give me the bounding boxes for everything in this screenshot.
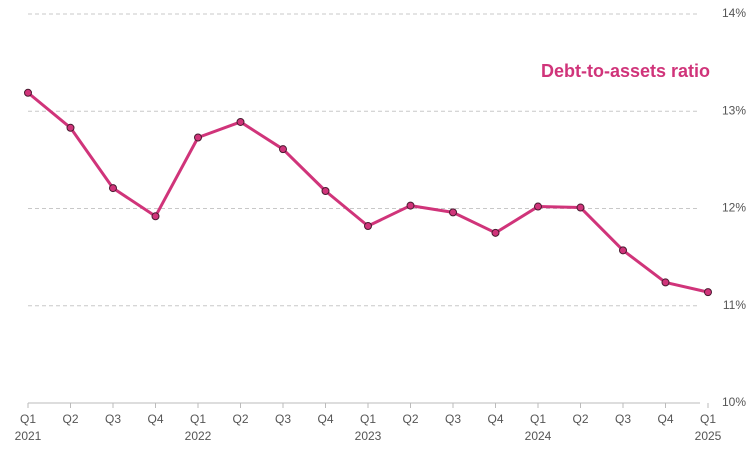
x-tick-label: Q4 [147, 412, 163, 426]
x-tick-label-line: Q2 [62, 412, 78, 426]
point [704, 288, 712, 297]
x-tick-label-line: Q3 [105, 412, 121, 426]
x-tick-label-line: Q3 [445, 412, 461, 426]
point [279, 145, 287, 154]
x-tick-label-line: Q4 [147, 412, 163, 426]
x-tick-label-line: Q1 [530, 412, 546, 426]
x-tick-label: Q4 [657, 412, 673, 426]
x-tick-label: Q1 2021 [15, 412, 42, 443]
x-tick-label: Q2 [62, 412, 78, 426]
x-tick-label-line: Q1 [190, 412, 206, 426]
point [661, 278, 670, 287]
point [406, 201, 415, 210]
x-tick-label: Q1 2023 [355, 412, 382, 443]
x-tick-label-line: Q2 [402, 412, 418, 426]
x-tick-label-line: Q3 [615, 412, 631, 426]
point [534, 202, 542, 211]
point [151, 212, 160, 221]
point [236, 117, 245, 126]
x-tick-label-line: 2023 [355, 429, 382, 443]
y-tick-label: 12% [722, 201, 746, 215]
x-tick-label-line: Q1 [360, 412, 376, 426]
x-tick-label-line: Q4 [487, 412, 503, 426]
x-tick-label-line: 2025 [695, 429, 722, 443]
y-tick-label: 10% [722, 395, 746, 409]
x-tick-label: Q2 [402, 412, 418, 426]
point [364, 222, 372, 231]
point [491, 228, 500, 237]
point [24, 88, 32, 97]
line [27, 91, 709, 294]
x-tick-label-line: 2021 [15, 429, 42, 443]
x-tick-label: Q3 [445, 412, 461, 426]
x-tick-label-line: Q3 [275, 412, 291, 426]
x-tick-label: Q3 [615, 412, 631, 426]
x-tick-label-line: Q1 [700, 412, 716, 426]
x-tick-label: Q1 2025 [695, 412, 722, 443]
x-tick-label-line: 2022 [185, 429, 212, 443]
point [321, 186, 330, 195]
x-tick-label: Q1 2024 [525, 412, 552, 443]
x-tick-label-line: Q1 [20, 412, 36, 426]
x-tick-label: Q4 [487, 412, 503, 426]
point [449, 208, 457, 217]
x-tick-label: Q3 [105, 412, 121, 426]
x-tick-label-line: Q2 [572, 412, 588, 426]
x-tick-label-line: Q2 [232, 412, 248, 426]
y-tick-label: 14% [722, 6, 746, 20]
y-tick-label: 11% [723, 298, 746, 312]
point [66, 123, 75, 132]
x-tick-label: Q2 [572, 412, 588, 426]
x-tick-label: Q3 [275, 412, 291, 426]
x-tick-label-line: 2024 [525, 429, 552, 443]
x-tick-label: Q1 2022 [185, 412, 212, 443]
x-tick-label: Q4 [317, 412, 333, 426]
x-tick-label: Q2 [232, 412, 248, 426]
point [576, 203, 585, 212]
y-tick-label: 13% [722, 103, 746, 117]
x-tick-label-line: Q4 [317, 412, 333, 426]
x-tick-label-line: Q4 [657, 412, 673, 426]
point [619, 246, 627, 255]
point [194, 133, 202, 142]
legend-label: Debt-to-assets ratio [541, 61, 710, 81]
point [109, 184, 117, 193]
